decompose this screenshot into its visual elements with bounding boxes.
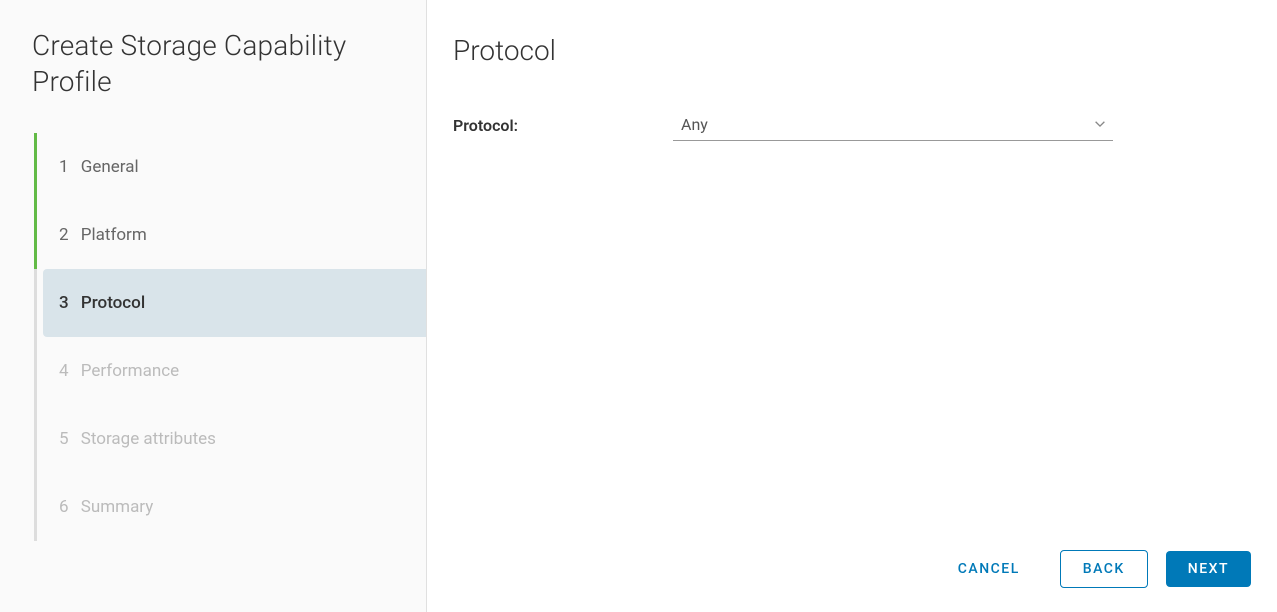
wizard-step-summary: 6 Summary — [37, 473, 426, 541]
wizard-step-performance: 4 Performance — [37, 337, 426, 405]
step-label: Storage attributes — [81, 429, 216, 449]
wizard-steps: 1 General 2 Platform 3 Protocol 4 Perfor… — [34, 133, 426, 541]
step-number: 5 — [59, 429, 69, 449]
step-label: Protocol — [81, 293, 145, 313]
step-number: 4 — [59, 361, 69, 381]
protocol-select[interactable]: Any — [673, 109, 1113, 141]
wizard-footer: CANCEL BACK NEXT — [936, 550, 1251, 588]
protocol-row: Protocol: Any — [453, 109, 1251, 141]
step-number: 1 — [59, 157, 69, 177]
wizard-title: Create Storage Capability Profile — [32, 28, 426, 101]
next-button[interactable]: NEXT — [1166, 551, 1251, 587]
step-number: 3 — [59, 293, 69, 313]
wizard-step-storage-attributes: 5 Storage attributes — [37, 405, 426, 473]
page-heading: Protocol — [453, 34, 1251, 67]
step-label: Performance — [81, 361, 179, 381]
wizard-content: Protocol Protocol: Any CANCEL BACK NEXT — [427, 0, 1277, 612]
wizard-step-general[interactable]: 1 General — [34, 133, 426, 201]
step-label: Platform — [81, 225, 147, 245]
step-number: 6 — [59, 497, 69, 517]
wizard-step-platform[interactable]: 2 Platform — [34, 201, 426, 269]
protocol-label: Protocol: — [453, 116, 673, 135]
protocol-select-value: Any — [681, 115, 708, 134]
wizard-sidebar: Create Storage Capability Profile 1 Gene… — [0, 0, 427, 612]
wizard-step-protocol[interactable]: 3 Protocol — [43, 269, 426, 337]
chevron-down-icon — [1093, 115, 1107, 134]
step-label: Summary — [81, 497, 153, 517]
back-button[interactable]: BACK — [1060, 550, 1148, 588]
step-number: 2 — [59, 225, 69, 245]
cancel-button[interactable]: CANCEL — [936, 551, 1042, 587]
step-label: General — [81, 157, 139, 177]
